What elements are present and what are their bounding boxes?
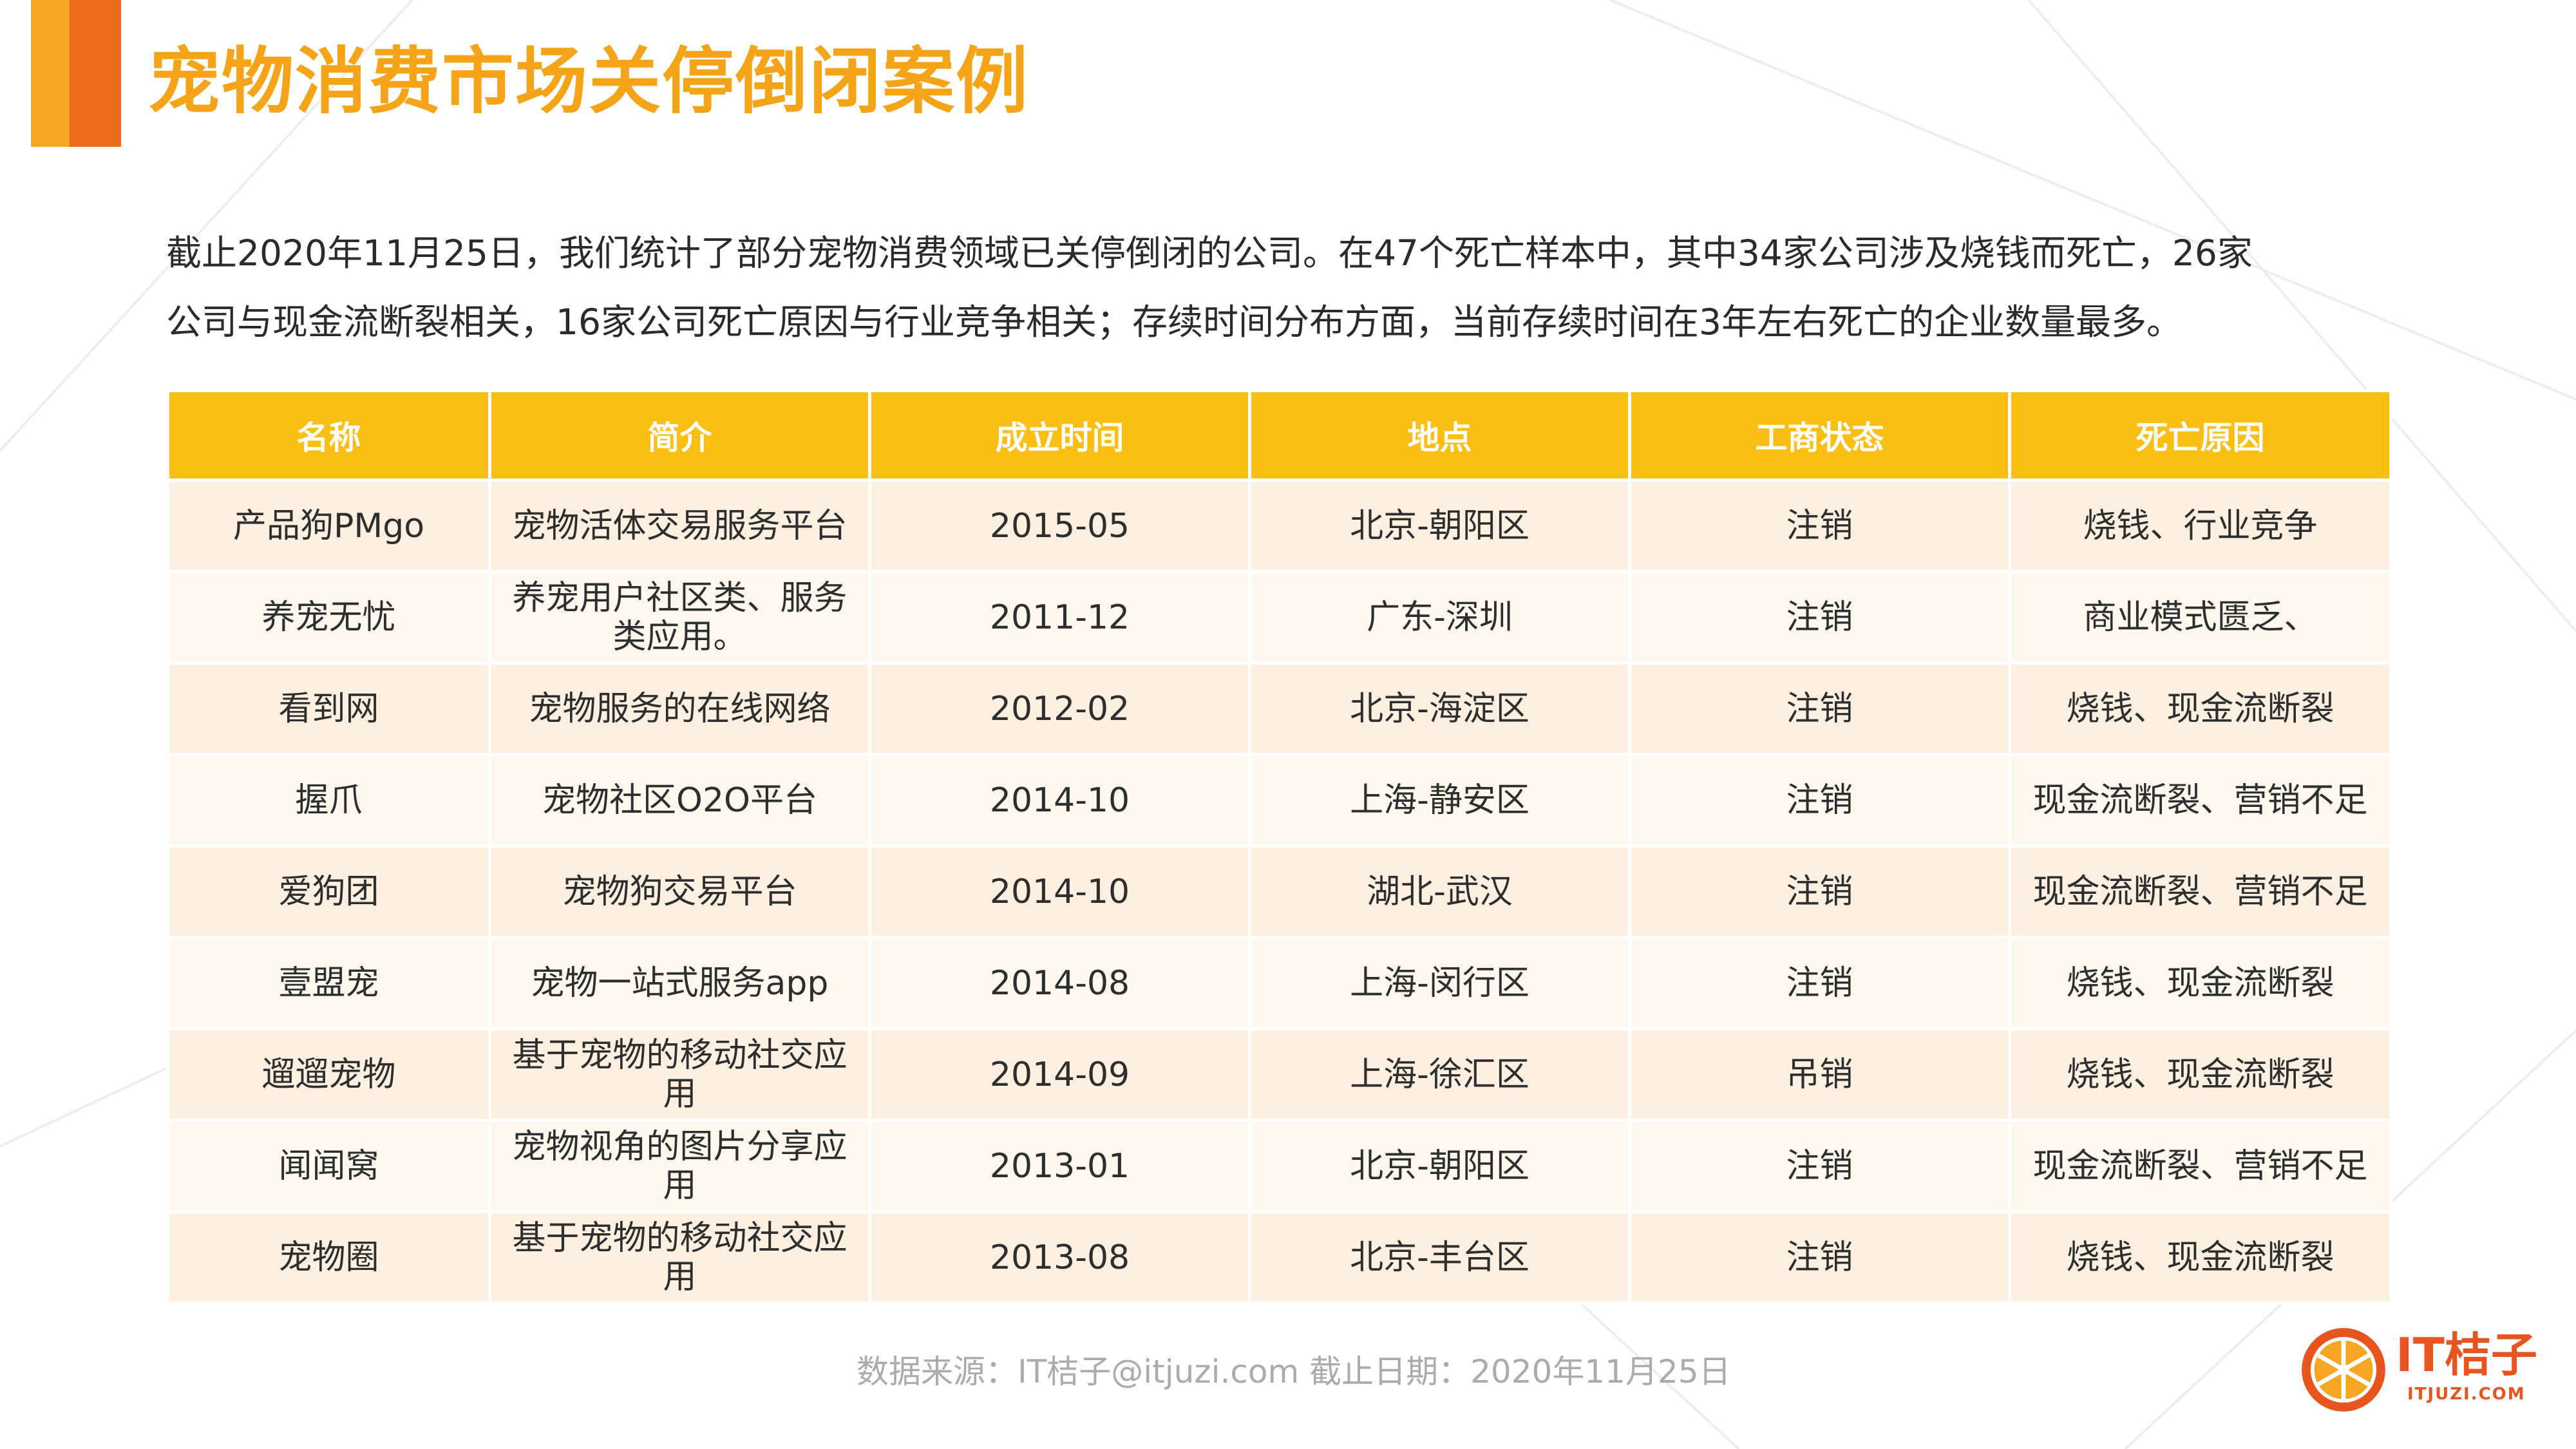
table-row: 壹盟宠 宠物一站式服务app 2014-08 上海-闵行区 注销 烧钱、现金流断… [166,936,2392,1030]
cell-location: 北京-丰台区 [1248,1210,1631,1305]
cell-intro: 宠物服务的在线网络 [488,661,871,756]
cell-status: 吊销 [1628,1027,2011,1122]
cell-cause: 现金流断裂、营销不足 [2008,1119,2392,1213]
cell-founded: 2013-08 [868,1210,1251,1305]
cell-status: 注销 [1628,1210,2011,1305]
cell-name: 养宠无忧 [166,570,491,665]
cell-name: 爱狗团 [166,844,491,939]
title-accent-bar-inner [70,0,121,147]
cell-status: 注销 [1628,844,2011,939]
cell-name: 闻闻窝 [166,1119,491,1213]
cell-cause: 烧钱、现金流断裂 [2008,1027,2392,1122]
cell-location: 广东-深圳 [1248,570,1631,665]
cell-founded: 2014-09 [868,1027,1251,1122]
cell-status: 注销 [1628,570,2011,665]
column-header-name: 名称 [166,389,491,482]
table-row: 宠物圈 基于宠物的移动社交应用 2013-08 北京-丰台区 注销 烧钱、现金流… [166,1210,2392,1305]
cell-location: 上海-徐汇区 [1248,1027,1631,1122]
closed-companies-table: 名称 简介 成立时间 地点 工商状态 死亡原因 产品狗PMgo 宠物活体交易服务… [166,389,2392,1305]
cell-name: 遛遛宠物 [166,1027,491,1122]
cell-founded: 2014-10 [868,844,1251,939]
cell-cause: 烧钱、现金流断裂 [2008,661,2392,756]
cell-founded: 2014-10 [868,753,1251,848]
table-row: 遛遛宠物 基于宠物的移动社交应用 2014-09 上海-徐汇区 吊销 烧钱、现金… [166,1027,2392,1122]
logo-domain: ITJUZI.COM [2407,1385,2526,1404]
table-row: 养宠无忧 养宠用户社区类、服务类应用。 2011-12 广东-深圳 注销 商业模… [166,570,2392,665]
cell-intro: 宠物视角的图片分享应用 [488,1119,871,1213]
cell-cause: 商业模式匮乏、 [2008,570,2392,665]
cell-status: 注销 [1628,661,2011,756]
cell-status: 注销 [1628,478,2011,573]
page-title: 宠物消费市场关停倒闭案例 [148,40,1029,124]
cell-location: 湖北-武汉 [1248,844,1631,939]
itjuzi-logo: IT桔子 ITJUZI.COM [2299,1320,2550,1417]
cell-cause: 烧钱、行业竞争 [2008,478,2392,573]
cell-founded: 2011-12 [868,570,1251,665]
cell-name: 宠物圈 [166,1210,491,1305]
cell-cause: 烧钱、现金流断裂 [2008,1210,2392,1305]
cell-location: 北京-海淀区 [1248,661,1631,756]
cell-name: 产品狗PMgo [166,478,491,573]
cell-name: 握爪 [166,753,491,848]
cell-intro: 宠物社区O2O平台 [488,753,871,848]
cell-location: 北京-朝阳区 [1248,478,1631,573]
cell-founded: 2015-05 [868,478,1251,573]
cell-status: 注销 [1628,936,2011,1030]
cell-location: 北京-朝阳区 [1248,1119,1631,1213]
cell-location: 上海-闵行区 [1248,936,1631,1030]
table-row: 看到网 宠物服务的在线网络 2012-02 北京-海淀区 注销 烧钱、现金流断裂 [166,661,2392,756]
column-header-location: 地点 [1248,389,1631,482]
orange-slice-icon [2302,1328,2385,1412]
cell-founded: 2014-08 [868,936,1251,1030]
cell-intro: 养宠用户社区类、服务类应用。 [488,570,871,665]
table-row: 握爪 宠物社区O2O平台 2014-10 上海-静安区 注销 现金流断裂、营销不… [166,753,2392,848]
table-row: 产品狗PMgo 宠物活体交易服务平台 2015-05 北京-朝阳区 注销 烧钱、… [166,478,2392,573]
cell-intro: 基于宠物的移动社交应用 [488,1210,871,1305]
cell-founded: 2012-02 [868,661,1251,756]
intro-line: 截止2020年11月25日，我们统计了部分宠物消费领域已关停倒闭的公司。在47个… [166,232,2253,274]
intro-line: 公司与现金流断裂相关，16家公司死亡原因与行业竞争相关；存续时间分布方面，当前存… [166,301,2182,343]
table-header-row: 名称 简介 成立时间 地点 工商状态 死亡原因 [166,389,2392,482]
cell-cause: 现金流断裂、营销不足 [2008,844,2392,939]
column-header-intro: 简介 [488,389,871,482]
cell-location: 上海-静安区 [1248,753,1631,848]
cell-cause: 现金流断裂、营销不足 [2008,753,2392,848]
cell-intro: 宠物狗交易平台 [488,844,871,939]
cell-status: 注销 [1628,753,2011,848]
logo-wordmark: IT桔子 [2396,1328,2537,1382]
column-header-status: 工商状态 [1628,389,2011,482]
cell-founded: 2013-01 [868,1119,1251,1213]
data-source-note: 数据来源：IT桔子@itjuzi.com 截止日期：2020年11月25日 [857,1353,1731,1390]
cell-intro: 基于宠物的移动社交应用 [488,1027,871,1122]
column-header-cause: 死亡原因 [2008,389,2392,482]
cell-name: 看到网 [166,661,491,756]
intro-paragraph: 截止2020年11月25日，我们统计了部分宠物消费领域已关停倒闭的公司。在47个… [166,219,2382,357]
cell-status: 注销 [1628,1119,2011,1213]
cell-intro: 宠物活体交易服务平台 [488,478,871,573]
cell-cause: 烧钱、现金流断裂 [2008,936,2392,1030]
table-row: 爱狗团 宠物狗交易平台 2014-10 湖北-武汉 注销 现金流断裂、营销不足 [166,844,2392,939]
table-row: 闻闻窝 宠物视角的图片分享应用 2013-01 北京-朝阳区 注销 现金流断裂、… [166,1119,2392,1213]
column-header-founded: 成立时间 [868,389,1251,482]
cell-name: 壹盟宠 [166,936,491,1030]
cell-intro: 宠物一站式服务app [488,936,871,1030]
